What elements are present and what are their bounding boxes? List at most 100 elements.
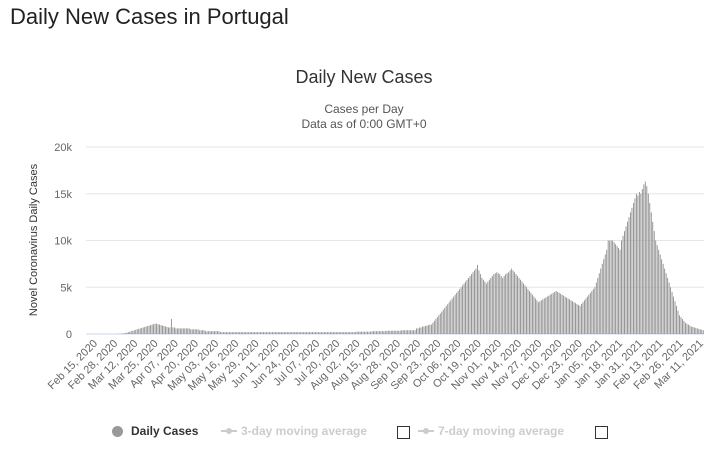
bar xyxy=(353,332,355,334)
bar xyxy=(194,329,196,334)
bar xyxy=(169,327,171,334)
bar xyxy=(487,281,489,334)
bar xyxy=(173,327,175,334)
bar xyxy=(381,331,383,334)
bar xyxy=(398,330,400,334)
bar xyxy=(558,292,560,334)
bar xyxy=(542,299,544,334)
bar xyxy=(643,184,645,334)
bar xyxy=(271,332,273,334)
bar xyxy=(301,332,303,334)
bar xyxy=(310,332,312,334)
bar xyxy=(451,298,453,334)
bar xyxy=(322,332,324,334)
bar xyxy=(618,247,620,334)
bar xyxy=(266,332,267,334)
checkbox-3-day-avg[interactable] xyxy=(397,426,410,439)
bar xyxy=(680,317,682,334)
bar xyxy=(695,327,697,334)
y-tick-label: 10k xyxy=(54,236,72,248)
bar xyxy=(518,277,520,334)
bar xyxy=(159,324,160,334)
bar xyxy=(243,332,245,334)
bar xyxy=(395,330,397,334)
bar xyxy=(414,330,416,334)
bar xyxy=(334,332,336,334)
bar xyxy=(676,305,677,334)
bar xyxy=(187,328,189,334)
bar xyxy=(270,332,272,334)
bar xyxy=(488,279,490,334)
legend-item-7-day-avg[interactable]: 7-day moving average xyxy=(418,424,564,438)
bar xyxy=(430,324,432,334)
bar xyxy=(286,332,288,334)
bar xyxy=(560,293,562,334)
bar xyxy=(346,332,348,334)
bar xyxy=(315,332,316,334)
bar xyxy=(448,302,450,334)
bar xyxy=(181,328,183,334)
bar xyxy=(380,331,382,334)
bar xyxy=(677,310,679,335)
bar xyxy=(402,330,404,334)
bar xyxy=(579,305,581,334)
bar xyxy=(237,332,239,334)
bar xyxy=(665,273,667,334)
bar xyxy=(517,276,518,334)
bar xyxy=(323,332,325,334)
bar xyxy=(696,328,698,334)
bar xyxy=(246,332,248,334)
bar xyxy=(509,270,511,334)
checkbox-7-day-avg[interactable] xyxy=(595,426,608,439)
bar xyxy=(670,287,672,334)
bar xyxy=(632,203,634,334)
bar xyxy=(254,332,256,334)
bar xyxy=(387,330,389,334)
bar xyxy=(420,327,422,334)
bar xyxy=(684,322,686,334)
legend-item-daily-cases[interactable]: Daily Cases xyxy=(112,424,198,438)
bar xyxy=(150,325,152,334)
y-tick-label: 0 xyxy=(66,329,72,341)
bar xyxy=(580,304,582,334)
bar xyxy=(582,302,584,334)
legend-item-3-day-avg[interactable]: 3-day moving average xyxy=(221,424,367,438)
bar xyxy=(419,327,420,334)
bar xyxy=(303,332,305,334)
bar xyxy=(650,212,652,334)
bar xyxy=(481,277,483,334)
bar xyxy=(307,332,309,334)
bar xyxy=(649,203,651,334)
bar xyxy=(512,270,514,334)
bar xyxy=(209,331,211,334)
bar xyxy=(576,304,578,334)
bar xyxy=(390,330,392,334)
bar xyxy=(319,332,321,334)
bar xyxy=(601,263,603,335)
bar xyxy=(242,332,244,334)
bar xyxy=(217,331,218,334)
bar xyxy=(129,331,131,334)
bar xyxy=(540,300,542,334)
bar xyxy=(203,330,205,334)
bar xyxy=(347,332,349,334)
bar xyxy=(355,332,357,334)
bar xyxy=(569,299,570,334)
bar xyxy=(138,328,140,334)
bar xyxy=(222,332,224,334)
bar xyxy=(588,294,590,334)
bar xyxy=(251,332,253,334)
bar xyxy=(297,332,299,334)
bar xyxy=(326,332,328,334)
bar xyxy=(373,331,374,334)
bar xyxy=(607,240,609,334)
bar xyxy=(494,273,496,334)
bar xyxy=(500,276,502,334)
bar xyxy=(206,331,208,334)
bar xyxy=(515,274,517,334)
bar xyxy=(267,332,269,334)
bar xyxy=(604,254,606,334)
bar xyxy=(294,332,296,334)
legend-label: 3-day moving average xyxy=(241,424,368,438)
bar xyxy=(375,331,377,334)
